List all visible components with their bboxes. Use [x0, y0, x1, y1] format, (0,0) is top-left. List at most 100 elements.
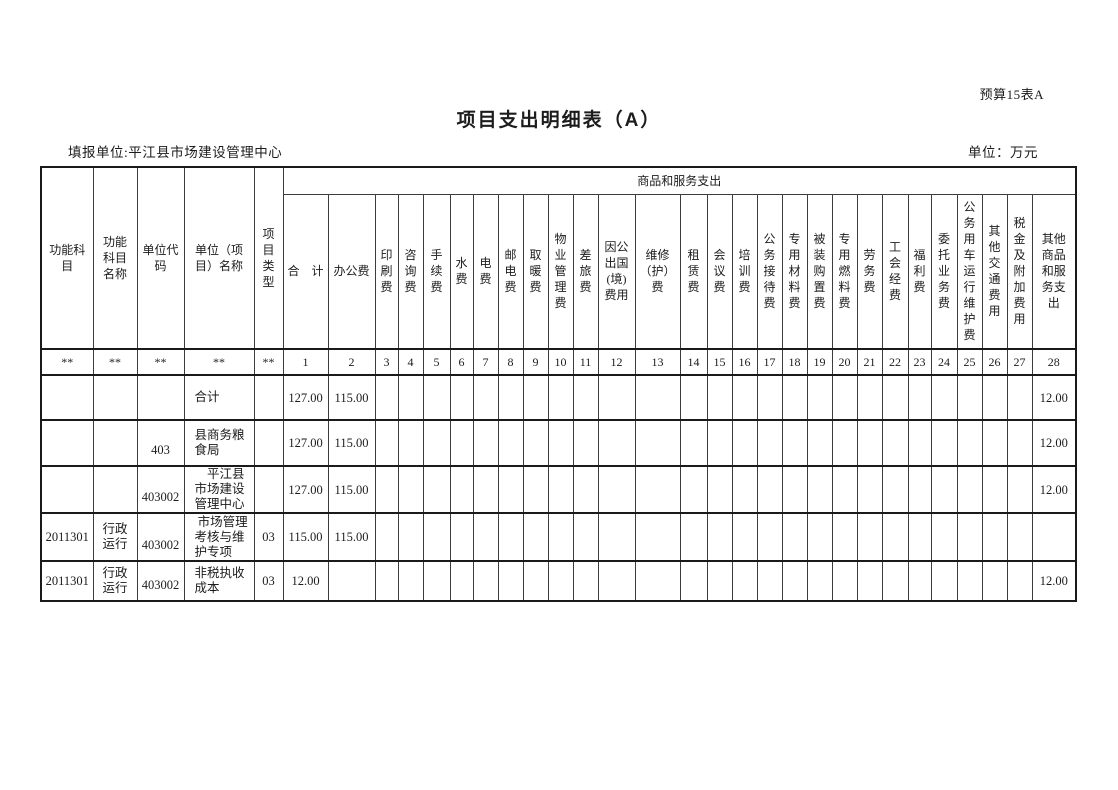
column-index-cell: 6	[449, 348, 474, 376]
data-cell	[1006, 374, 1033, 421]
header-cell: 福 利 费	[907, 193, 932, 350]
data-cell	[422, 512, 451, 562]
column-index-cell: **	[253, 348, 284, 376]
data-cell	[881, 512, 909, 562]
data-cell: 403	[136, 419, 185, 467]
data-cell: 115.00	[327, 465, 376, 514]
data-cell	[422, 560, 451, 602]
data-cell	[547, 419, 574, 467]
data-cell	[679, 560, 708, 602]
data-cell	[472, 374, 499, 421]
expenditure-table: 功能科 目功能 科目 名称 单位代 码单位（项 目）名称项 目 类 型商品和服务支…	[40, 166, 1077, 602]
data-cell	[422, 419, 451, 467]
header-cell: 单位代 码	[136, 166, 185, 350]
data-cell	[497, 465, 524, 514]
header-cell: 工 会 经 费	[881, 193, 909, 350]
header-cell: 单位（项 目）名称	[183, 166, 255, 350]
table-row: 合计 127.00 115.00 12.00	[40, 374, 1077, 421]
data-cell: 115.00	[327, 419, 376, 467]
header-cell: 租 赁 费	[679, 193, 708, 350]
data-cell	[831, 465, 858, 514]
data-cell	[831, 512, 858, 562]
data-cell	[449, 465, 474, 514]
column-index-cell: 16	[731, 348, 758, 376]
data-cell	[907, 374, 932, 421]
data-cell	[136, 374, 185, 421]
column-index-cell: 11	[572, 348, 599, 376]
data-cell	[397, 560, 424, 602]
data-cell	[756, 465, 783, 514]
data-cell	[956, 419, 983, 467]
data-cell	[679, 374, 708, 421]
data-cell	[449, 512, 474, 562]
column-index-cell: 25	[956, 348, 983, 376]
data-cell	[522, 419, 549, 467]
data-cell	[449, 419, 474, 467]
data-cell: 2011301	[40, 512, 94, 562]
column-index-cell: **	[92, 348, 138, 376]
data-cell	[881, 419, 909, 467]
data-cell	[597, 419, 636, 467]
data-cell	[327, 560, 376, 602]
header-cell: 公 务 用 车 运 行 维 护 费	[956, 193, 983, 350]
table-row: 403 县商务粮 食局 127.00 115.00 12.00	[40, 419, 1077, 467]
data-cell	[706, 374, 733, 421]
data-cell: 127.00	[282, 374, 329, 421]
data-cell: 403002	[136, 512, 185, 562]
data-cell: 12.00	[1031, 419, 1077, 467]
data-cell	[981, 512, 1008, 562]
data-cell	[731, 419, 758, 467]
header-cell: 委 托 业 务 费	[930, 193, 958, 350]
data-cell	[634, 374, 681, 421]
column-index-cell: 27	[1006, 348, 1033, 376]
header-cell: 邮 电 费	[497, 193, 524, 350]
data-cell	[981, 465, 1008, 514]
data-cell: 县商务粮 食局	[183, 419, 255, 467]
header-cell: 印 刷 费	[374, 193, 399, 350]
data-cell	[597, 374, 636, 421]
data-cell	[374, 560, 399, 602]
data-cell: 12.00	[1031, 465, 1077, 514]
header-cell: 电 费	[472, 193, 499, 350]
data-cell	[756, 560, 783, 602]
group-header-goods-and-services: 商品和服务支出	[282, 166, 1077, 195]
data-cell	[956, 374, 983, 421]
data-cell	[449, 560, 474, 602]
data-cell	[522, 374, 549, 421]
data-cell	[497, 560, 524, 602]
column-index-cell: 12	[597, 348, 636, 376]
data-cell	[1006, 419, 1033, 467]
data-cell	[956, 560, 983, 602]
column-index-cell: **	[183, 348, 255, 376]
table-row: 2011301 行政 运行 403002 市场管理 考核与维 护专项 03 115.00…	[40, 512, 1077, 562]
data-cell	[930, 419, 958, 467]
data-cell: 403002	[136, 465, 185, 514]
header-cell: 功能科 目	[40, 166, 94, 350]
data-cell	[781, 374, 808, 421]
data-cell	[547, 512, 574, 562]
data-cell	[981, 419, 1008, 467]
data-cell	[756, 374, 783, 421]
data-cell	[92, 465, 138, 514]
page-title: 项目支出明细表（A）	[456, 110, 662, 131]
table-header-row: 功能科 目功能 科目 名称 单位代 码单位（项 目）名称项 目 类 型商品和服务支…	[40, 166, 1077, 350]
data-cell: 2011301	[40, 560, 94, 602]
header-cell: 会 议 费	[706, 193, 733, 350]
data-cell	[706, 419, 733, 467]
column-index-cell: 5	[422, 348, 451, 376]
column-index-cell: 9	[522, 348, 549, 376]
data-cell	[253, 374, 284, 421]
data-cell	[930, 560, 958, 602]
data-cell	[930, 465, 958, 514]
data-cell	[756, 512, 783, 562]
column-index-cell: 13	[634, 348, 681, 376]
data-cell: 03	[253, 512, 284, 562]
data-cell	[907, 465, 932, 514]
data-cell	[781, 560, 808, 602]
header-cell: 取 暖 费	[522, 193, 549, 350]
data-cell	[831, 419, 858, 467]
data-cell	[40, 419, 94, 467]
data-cell: 行政 运行	[92, 512, 138, 562]
data-cell	[731, 512, 758, 562]
data-cell: 127.00	[282, 465, 329, 514]
